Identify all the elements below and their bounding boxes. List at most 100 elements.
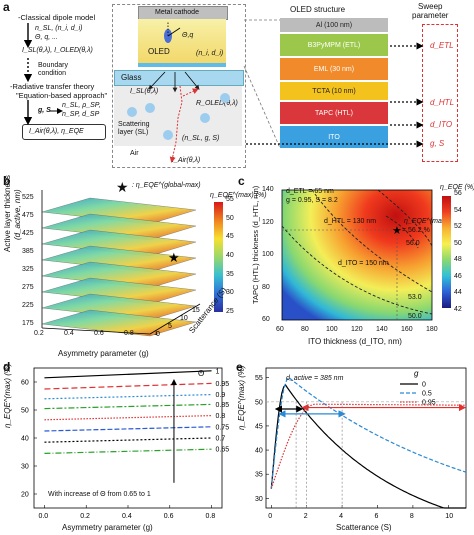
panel-a-label: a <box>3 0 10 14</box>
b-colorbar <box>214 202 223 312</box>
c-cbar-tick: 52 <box>454 223 462 231</box>
step-equation: "Equation-based approach" <box>16 91 108 100</box>
b-stick: 5 <box>168 323 172 330</box>
c-colorbar <box>442 196 451 308</box>
b-xtick: 0.8 <box>124 330 134 337</box>
e-series-curve <box>270 376 467 489</box>
c-contour-line <box>377 189 433 247</box>
scatter-particle <box>127 107 137 117</box>
panel-d-label: d <box>3 360 11 374</box>
d-series-label: 0.85 <box>216 402 230 409</box>
ni-di-label: (n_i, d_i) <box>196 50 224 57</box>
d-series-line <box>44 426 212 432</box>
c-htl-label: d_HTL = 130 nm <box>324 218 377 225</box>
b-yticks: 525 475 425 385 325 275 225 175 <box>22 194 42 327</box>
theta-q-label: Θ,q <box>182 32 194 39</box>
e-ytick: 50 <box>255 399 263 406</box>
b-stick: 15 <box>192 307 200 314</box>
roled-label: R_OLED(θ,λ) <box>196 100 238 107</box>
reflect-path <box>182 88 199 97</box>
c-contour-50: 50.0 <box>408 313 422 320</box>
b-ytick: 385 <box>22 248 34 255</box>
stack-layer: EML (30 nm) <box>280 58 388 81</box>
stack-layer: ITO <box>280 126 388 149</box>
c-ytick: 60 <box>262 316 270 323</box>
e-legend-title: g <box>414 369 419 378</box>
c-yticks: 140 120 100 80 60 <box>262 186 280 323</box>
step-gs: g, S <box>38 107 51 114</box>
d-annotation: With increase of Θ from 0.65 to 1 <box>48 491 151 498</box>
b-saxis <box>149 303 201 335</box>
b-xtick: 0.6 <box>94 330 104 337</box>
scatter-particle <box>220 93 230 103</box>
d-series-line <box>44 415 212 421</box>
d-series-label: 1 <box>216 368 220 375</box>
d-series-line <box>44 382 212 390</box>
b-cbar-tick: 40 <box>226 252 234 259</box>
stack-layer: B3PyMPM (ETL) <box>280 34 388 57</box>
device-frame <box>112 4 246 168</box>
emission-arrow-3 <box>184 71 200 90</box>
b-cbar-title: η_EQE^(max) (%) <box>210 192 267 199</box>
e-frame <box>265 367 467 509</box>
step-intensity: I_SL(θ,λ), I_OLED(θ,λ) <box>22 47 93 54</box>
c-max-value: = 56.2 % <box>402 227 430 234</box>
glass-substrate: Glass <box>114 70 244 86</box>
scattering-label: Scattering <box>118 121 150 128</box>
b-xtitle: Asymmetry parameter (g) <box>58 349 149 358</box>
panel-c-label: c <box>238 174 245 188</box>
c-field <box>281 189 433 321</box>
stack-title: OLED structure <box>290 5 346 14</box>
b-star-marker: ★ <box>168 250 180 265</box>
d-ytick: 20 <box>21 492 29 499</box>
c-cbar-title: η_EQE (%) <box>440 184 474 191</box>
e-legend-label: 0 <box>422 382 426 389</box>
step-dipole-model: -Classical dipole model <box>18 13 96 22</box>
c-ytitle: TAPC (HTL) thickness (d_HTL, nm) <box>251 185 260 304</box>
c-cbar-tick: 48 <box>454 256 462 264</box>
e-xtitle: Scatterance (S) <box>336 523 392 532</box>
c-max-label: η_EQE^(max) <box>404 218 448 225</box>
c-cbar-tick: 42 <box>454 306 462 313</box>
sweep-box <box>422 24 458 162</box>
d-series-label: 0.9 <box>216 392 226 399</box>
c-contour-line <box>311 189 433 293</box>
e-legend-label: 0.5 <box>422 391 432 398</box>
c-cbar-tick: 50 <box>454 239 462 247</box>
d-ytick: 40 <box>21 436 29 443</box>
b-ytick: 525 <box>22 194 34 201</box>
d-series-line <box>44 403 212 410</box>
e-ytick: 45 <box>255 423 263 430</box>
oled-stack: Al (100 nm) B3PyMPM (ETL) EML (30 nm) TCTA … <box>280 18 388 150</box>
device-drawing <box>127 19 281 163</box>
d-legend-title: Θ <box>198 369 204 378</box>
panel-b-label: b <box>3 174 11 188</box>
b-ytick: 225 <box>22 302 34 309</box>
c-ytick: 120 <box>262 218 274 226</box>
d-series-label: 0.75 <box>216 424 230 431</box>
star-legend: : η_EQE^(global-max) <box>132 182 201 189</box>
e-xtick: 8 <box>410 513 414 520</box>
glass-label: Glass <box>121 73 142 82</box>
b-stick: 10 <box>180 315 188 322</box>
c-xtick: 120 <box>351 326 363 333</box>
c-cbar-tick: 56 <box>454 190 462 197</box>
scatter-particle <box>145 103 155 113</box>
result-box: I_Air(θ,λ), η_EQE <box>22 124 106 140</box>
b-cbar-tick: 35 <box>226 270 234 278</box>
b-ytick: 275 <box>22 284 34 291</box>
c-ito-label: d_ITO = 150 nm <box>338 260 389 267</box>
c-max-star: ★ <box>392 225 402 237</box>
step-params-2: Θ, q, ... <box>35 34 58 41</box>
c-ytick: 80 <box>262 283 270 291</box>
d-xtick: 0.0 <box>38 513 48 520</box>
c-xtick: 100 <box>326 326 338 333</box>
star-icon: ★ <box>116 179 129 195</box>
c-cbar-tick: 46 <box>454 272 462 280</box>
d-plot: 60 50 40 30 20 0.0 0.2 0.4 0.6 0.8 Θ 1 0.95 0.9 0.85 0.… <box>21 367 230 520</box>
b-ytick: 425 <box>22 230 34 237</box>
c-contour-53: 53.0 <box>408 294 422 301</box>
c-heatmap: ★ <box>281 189 433 321</box>
scatter-particle <box>163 130 173 140</box>
